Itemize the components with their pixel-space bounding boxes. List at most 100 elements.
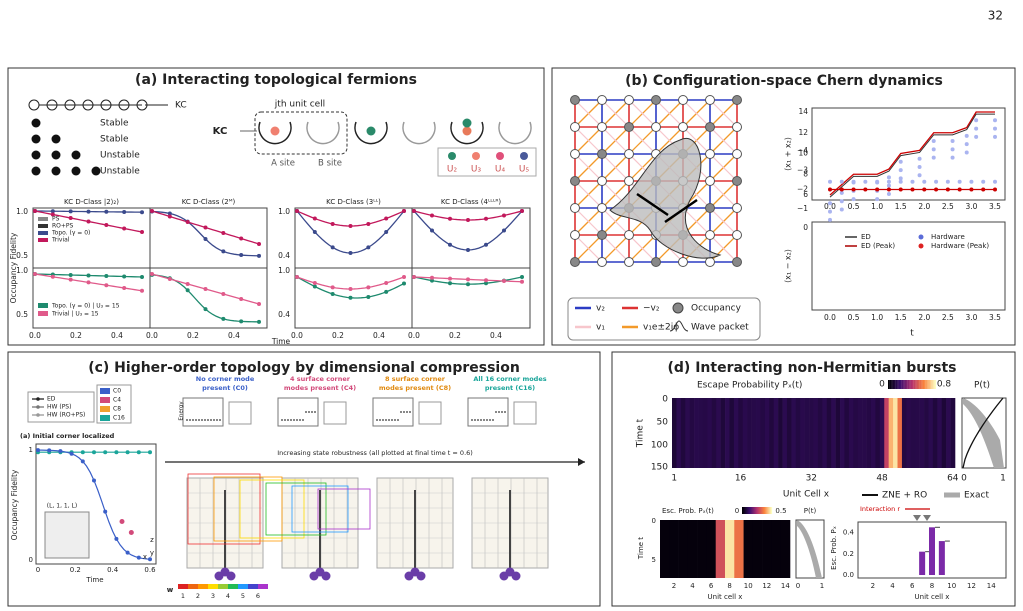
hardware-point: [828, 179, 832, 184]
hardware-point: [922, 179, 927, 184]
fidelity-marker: [502, 228, 506, 233]
hardware-peak: [957, 187, 962, 192]
spectrum-dot: [284, 419, 286, 421]
page-number: 32: [988, 9, 1003, 23]
heatmap-cell: [707, 398, 713, 468]
y-axis-label: Time t: [636, 418, 646, 448]
occupancy-site: [597, 176, 607, 186]
legend-marker: [36, 413, 40, 417]
lattice-bond: [709, 99, 738, 128]
fidelity-marker: [484, 216, 488, 221]
spectrum-box: [467, 397, 509, 427]
legend-marker: [36, 405, 40, 409]
hardware-point: [964, 150, 969, 155]
wave-packet: [609, 137, 722, 259]
spectrum-dot: [308, 411, 310, 413]
legend-marker: [672, 302, 684, 314]
stability-dot: [71, 150, 81, 160]
heatmap-cell: [822, 398, 828, 468]
x-tick-label: 0: [796, 582, 800, 590]
y-tick-label: 10: [798, 149, 808, 158]
colorbar-segment: [896, 380, 898, 389]
site-label: B site: [318, 159, 342, 169]
spectrum-box: [372, 397, 414, 427]
colorbar-segment: [248, 584, 258, 589]
fidelity-marker: [92, 450, 96, 455]
colorbar-segment: [769, 507, 771, 514]
fidelity-marker: [466, 218, 470, 222]
colorbar-segment: [743, 507, 745, 514]
x-tick-label: 14: [987, 582, 996, 590]
site-arc: [306, 121, 340, 145]
subplot-title: KC D-Class |2⟩₂): [64, 198, 119, 206]
legend-label: PS: [52, 216, 60, 223]
mini-cube: [513, 401, 537, 425]
stability-dot: [71, 166, 81, 176]
hardware-point: [828, 209, 832, 214]
occupancy-site: [705, 203, 715, 213]
hardware-point: [931, 147, 936, 152]
heatmap-cell: [946, 398, 951, 468]
spectrum-dot: [501, 411, 503, 413]
fidelity-marker: [203, 307, 208, 312]
y-tick-label: 0: [29, 556, 33, 564]
colorbar-segment: [906, 380, 908, 389]
interaction-marker: [923, 515, 931, 521]
colorbar-segment: [915, 380, 917, 389]
heatmap-cell: [853, 398, 859, 468]
hardware-point: [993, 126, 997, 131]
colorbar-tick: 6: [256, 592, 260, 600]
winding-shell: [213, 476, 283, 542]
fidelity-marker: [430, 275, 434, 280]
panel-title: (b) Configuration-space Chern dynamics: [625, 73, 943, 89]
heatmap-cell: [888, 398, 894, 468]
legend-label: C4: [113, 397, 121, 404]
occupancy-site: [705, 176, 715, 186]
y-tick-label: 150: [651, 463, 668, 473]
fidelity-marker: [203, 225, 208, 230]
fermion: [462, 118, 472, 128]
heatmap-cell: [729, 398, 735, 468]
x-tick-label: 0: [36, 566, 40, 574]
legend-label: ZNE + RO: [882, 491, 927, 501]
x-axis-label: Unit cell x: [708, 593, 743, 601]
x-tick-label: 8: [727, 582, 731, 590]
heatmap-cell: [901, 398, 907, 468]
interaction-label: U₄: [495, 165, 506, 175]
fidelity-marker: [140, 210, 144, 215]
fidelity-marker: [484, 242, 488, 247]
occupancy-site: [732, 95, 742, 105]
colorbar-segment: [752, 507, 754, 514]
colorbar-segment: [747, 507, 749, 514]
mode-caption: 4 surface corner: [290, 375, 351, 383]
x-tick-label: 2.0: [918, 313, 930, 322]
interaction-label: Interaction r: [860, 505, 900, 513]
spectrum-dot: [305, 411, 307, 413]
hardware-peak: [922, 187, 927, 192]
spectrum-dot: [192, 419, 194, 421]
heatmap-cell: [747, 398, 752, 468]
spectrum-dot: [210, 419, 212, 421]
spectrum-box: [182, 397, 224, 427]
x-tick-label: 2.5: [942, 202, 954, 211]
fidelity-marker: [484, 278, 488, 283]
x-axis-label: Time: [85, 576, 103, 584]
fidelity-marker: [80, 450, 85, 455]
heatmap-cell: [725, 398, 730, 468]
heatmap-cell: [756, 398, 761, 468]
colorbar-label: w: [167, 586, 174, 594]
arrow-head: [578, 458, 585, 466]
chain-label: KC: [175, 101, 187, 111]
fidelity-marker: [140, 230, 144, 234]
occupancy-site: [624, 176, 634, 186]
fidelity-marker: [203, 237, 208, 242]
fidelity-marker: [348, 295, 353, 300]
site-label: A site: [271, 159, 295, 169]
colorbar-tick: 0.8: [937, 380, 952, 390]
fidelity-marker: [122, 286, 127, 290]
heatmap-cell: [826, 398, 832, 468]
colorbar-segment: [908, 380, 910, 389]
fermion: [366, 126, 376, 136]
heatmap-cell: [716, 398, 721, 468]
mode-caption: modes present (C4): [284, 384, 356, 392]
